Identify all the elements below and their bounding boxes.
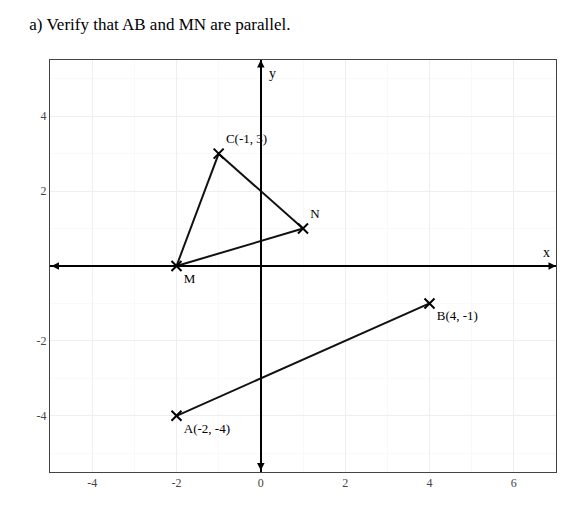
svg-text:M: M — [184, 271, 196, 286]
svg-text:2: 2 — [342, 476, 348, 490]
svg-text:4: 4 — [427, 476, 433, 490]
svg-text:-2: -2 — [172, 476, 182, 490]
svg-text:-4: -4 — [87, 476, 97, 490]
svg-text:-4: -4 — [37, 409, 47, 423]
svg-text:a) Verify that AB and MN are p: a) Verify that AB and MN are parallel. — [29, 15, 290, 34]
svg-text:A(-2, -4): A(-2, -4) — [184, 421, 230, 436]
svg-text:C(-1, 3): C(-1, 3) — [226, 131, 267, 146]
svg-text:B(4, -1): B(4, -1) — [437, 308, 478, 323]
svg-text:6: 6 — [511, 476, 517, 490]
svg-text:2: 2 — [41, 184, 47, 198]
svg-text:-2: -2 — [37, 334, 47, 348]
svg-text:N: N — [310, 206, 320, 221]
svg-text:0: 0 — [258, 476, 264, 490]
svg-text:4: 4 — [41, 109, 47, 123]
svg-text:x: x — [543, 245, 550, 260]
svg-text:y: y — [269, 66, 276, 81]
